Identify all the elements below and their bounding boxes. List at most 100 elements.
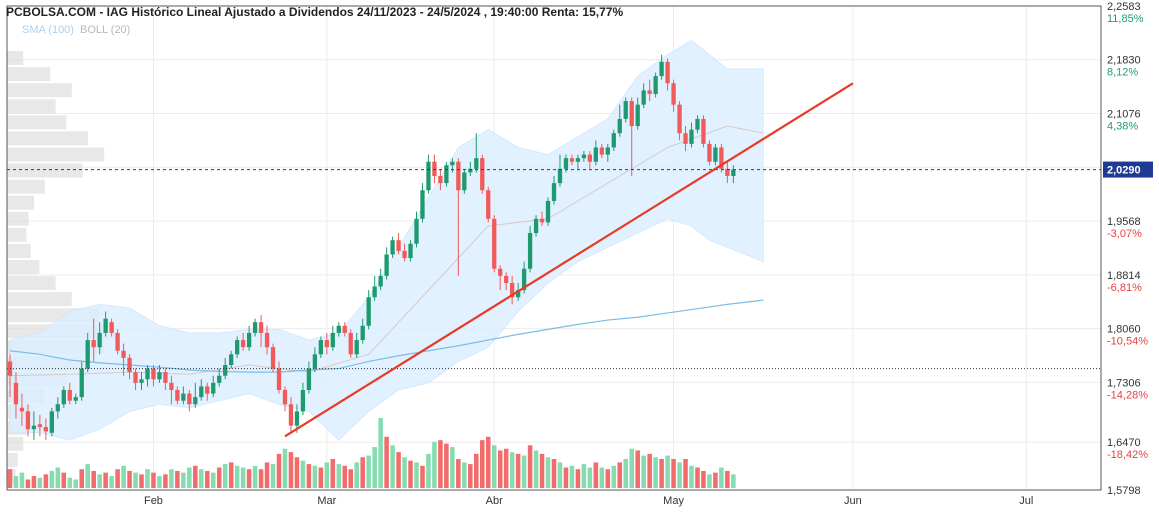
- volume-bar: [629, 448, 634, 488]
- bollinger-area: [9, 39, 764, 441]
- volume-bar: [342, 465, 348, 488]
- candle-body: [73, 397, 78, 401]
- volume-bar: [222, 464, 228, 488]
- price-tick-label: 1,7306: [1107, 377, 1141, 389]
- candle-body: [533, 218, 539, 234]
- sma100-line: [9, 299, 764, 373]
- volume-profile-bar: [7, 179, 45, 194]
- candle-body: [109, 322, 114, 333]
- candle-body: [103, 318, 108, 333]
- candle-body: [312, 354, 318, 369]
- volume-bar: [187, 467, 192, 488]
- candle-body: [193, 397, 198, 405]
- volume-bar: [497, 450, 503, 488]
- volume-bar: [575, 469, 581, 488]
- candle-body: [300, 389, 306, 412]
- bollinger-band: [9, 39, 764, 441]
- candle-body: [605, 147, 610, 155]
- volume-bar: [193, 465, 198, 488]
- volume-bar: [617, 462, 623, 488]
- candle-body: [426, 161, 431, 191]
- volume-bar: [169, 469, 174, 488]
- candle-body: [444, 165, 449, 184]
- last-price-label: 2,0290: [1107, 165, 1141, 177]
- volume-bar: [330, 458, 336, 488]
- price-tick-label: 2,1076: [1107, 109, 1141, 121]
- candle-body: [551, 183, 557, 201]
- volume-profile-bar: [7, 83, 72, 98]
- volume-bars: [7, 418, 736, 488]
- candle-body: [276, 368, 282, 390]
- candle-body: [151, 368, 156, 380]
- candle-body: [545, 200, 551, 223]
- volume-bar: [252, 465, 258, 488]
- candle-body: [480, 158, 485, 191]
- candle-body: [557, 168, 563, 184]
- candle-body: [85, 340, 90, 369]
- volume-bar: [115, 469, 120, 488]
- candle-body: [7, 361, 13, 376]
- candle-body: [659, 61, 664, 77]
- volume-bar: [133, 472, 138, 488]
- volume-profile-bar: [7, 163, 83, 178]
- volume-bar: [109, 476, 114, 488]
- volume-bar: [533, 450, 539, 488]
- volume-bar: [390, 445, 395, 488]
- candle-body: [641, 90, 646, 105]
- candle-body: [336, 325, 341, 333]
- volume-bar: [426, 453, 431, 488]
- volume-bar: [175, 470, 180, 488]
- candle-body: [521, 268, 527, 291]
- pct-tick-label: 8,12%: [1107, 67, 1138, 79]
- volume-bar: [432, 441, 437, 488]
- volume-bar: [659, 458, 664, 488]
- volume-bar: [312, 465, 318, 488]
- volume-profile-bar: [7, 67, 51, 82]
- candle-body: [175, 389, 180, 401]
- candle-body: [527, 233, 533, 269]
- month-tick-label: Mar: [317, 495, 336, 507]
- volume-bar: [515, 453, 521, 488]
- candle-body: [462, 172, 467, 191]
- price-tick-label: 1,5798: [1107, 485, 1141, 497]
- volume-bar: [97, 474, 102, 488]
- price-tick-label: 1,8060: [1107, 324, 1141, 336]
- volume-bar: [551, 458, 557, 488]
- price-tick-label: 2,1830: [1107, 55, 1141, 67]
- candle-body: [593, 147, 598, 162]
- volume-bar: [378, 418, 383, 488]
- volume-bar: [647, 453, 652, 488]
- pct-tick-label: -10,54%: [1107, 336, 1148, 348]
- volume-bar: [450, 447, 455, 488]
- volume-bar: [731, 474, 736, 488]
- candle-body: [599, 147, 604, 155]
- volume-bar: [420, 465, 425, 488]
- candle-body: [282, 389, 288, 405]
- volume-bar: [701, 470, 706, 488]
- candle-body: [31, 425, 37, 430]
- volume-bar: [671, 458, 676, 488]
- candle-body: [121, 350, 126, 358]
- pct-tick-label: -18,42%: [1107, 449, 1148, 461]
- volume-bar: [7, 469, 13, 488]
- candle-body: [306, 368, 312, 390]
- candle-body: [252, 322, 258, 333]
- price-tick-label: 1,8814: [1107, 270, 1141, 282]
- volume-bar: [139, 474, 144, 488]
- candle-body: [342, 325, 347, 333]
- candle-body: [432, 161, 437, 176]
- candle-body: [223, 365, 228, 376]
- candle-body: [37, 424, 43, 428]
- trendline: [284, 82, 854, 438]
- candle-body: [456, 161, 461, 191]
- candles: [7, 54, 736, 440]
- candle-body: [169, 382, 174, 390]
- candle-body: [713, 147, 718, 162]
- candle-body: [420, 190, 425, 219]
- candle-body: [91, 340, 96, 348]
- candle-body: [677, 104, 682, 134]
- volume-profile-bar: [7, 436, 24, 451]
- candle-body: [396, 240, 401, 251]
